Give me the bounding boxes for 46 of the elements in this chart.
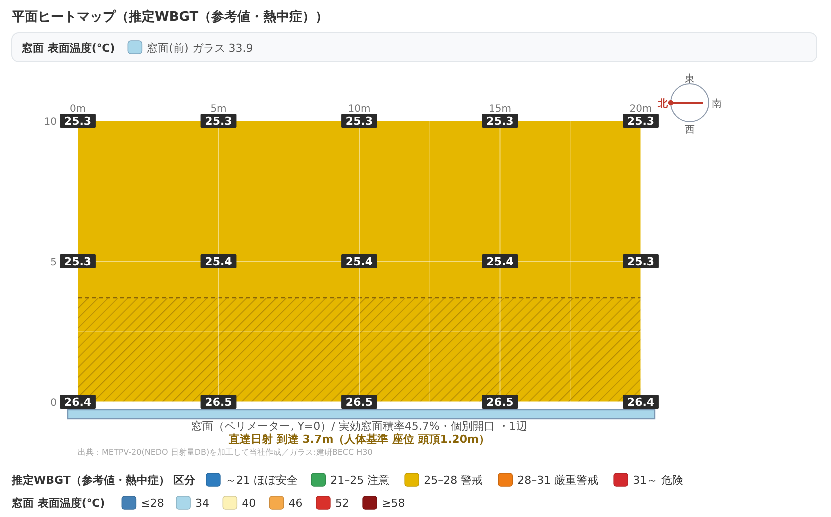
data-label: 25.4 — [486, 256, 514, 268]
data-label: 25.3 — [64, 256, 92, 268]
chart-title: 平面ヒートマップ（推定WBGT（参考値・熱中症）） — [11, 9, 329, 25]
text: 34 — [196, 497, 210, 510]
data-label: 26.4 — [627, 396, 655, 409]
source-note: 出典：METPV-20(NEDO 日射量DB)を加工して当社作成／ガラス:建研BECC H30 — [78, 448, 373, 457]
text: 西 — [685, 125, 695, 136]
text: 東 — [685, 73, 695, 85]
x-tick-label: 5m — [210, 104, 227, 115]
data-label: 25.4 — [346, 256, 374, 268]
data-label: 26.5 — [205, 396, 232, 409]
text: 40 — [242, 497, 256, 510]
text: ≥58 — [382, 497, 406, 510]
text: 窓面 表面温度(℃) — [12, 497, 106, 510]
data-label: 25.3 — [486, 115, 514, 128]
x-tick-label: 15m — [489, 104, 512, 115]
text: 直達日射 到達 3.7m（人体基準 座位 頭頂1.20m） — [228, 433, 490, 446]
data-label: 25.3 — [346, 115, 374, 128]
data-label: 26.5 — [346, 396, 374, 409]
legend-label: 25–28 警戒 — [424, 474, 484, 487]
data-label: 25.3 — [205, 115, 232, 128]
chart-subtitle: 窓面 表面温度(℃) — [22, 42, 116, 55]
data-label: 26.4 — [64, 396, 92, 409]
legend-label: 21–25 注意 — [330, 474, 390, 487]
data-label: 25.3 — [627, 115, 655, 128]
x-axis-title: 窓面（ペリメーター, Y=0）/ 実効窓面積率45.7%・個別開口 ・1辺 — [192, 420, 528, 433]
x-tick-label: 0m — [70, 104, 86, 115]
data-label: 26.5 — [486, 396, 514, 409]
y-tick-label: 10 — [44, 117, 57, 128]
data-label: 25.4 — [205, 256, 233, 268]
legend-label: 28–31 厳重警戒 — [518, 474, 599, 487]
x-tick-label: 20m — [630, 104, 652, 115]
text: ≤28 — [141, 497, 164, 510]
data-label: 25.3 — [64, 115, 92, 128]
y-tick-label: 5 — [50, 258, 57, 268]
legend-label: 31～ 危険 — [633, 474, 684, 487]
text: 窓面(前) ガラス 33.9 — [147, 42, 254, 55]
y-tick-label: 0 — [50, 398, 57, 409]
text: 52 — [335, 497, 350, 510]
x-tick-label: 10m — [348, 104, 371, 115]
legend-label: ～21 ほぼ安全 — [225, 474, 298, 487]
text: 南 — [712, 98, 722, 110]
data-label: 25.3 — [627, 256, 655, 268]
legend-title: 推定WBGT（参考値・熱中症） 区分 — [11, 474, 197, 487]
text: 46 — [288, 497, 303, 510]
text: 北 — [657, 98, 669, 110]
